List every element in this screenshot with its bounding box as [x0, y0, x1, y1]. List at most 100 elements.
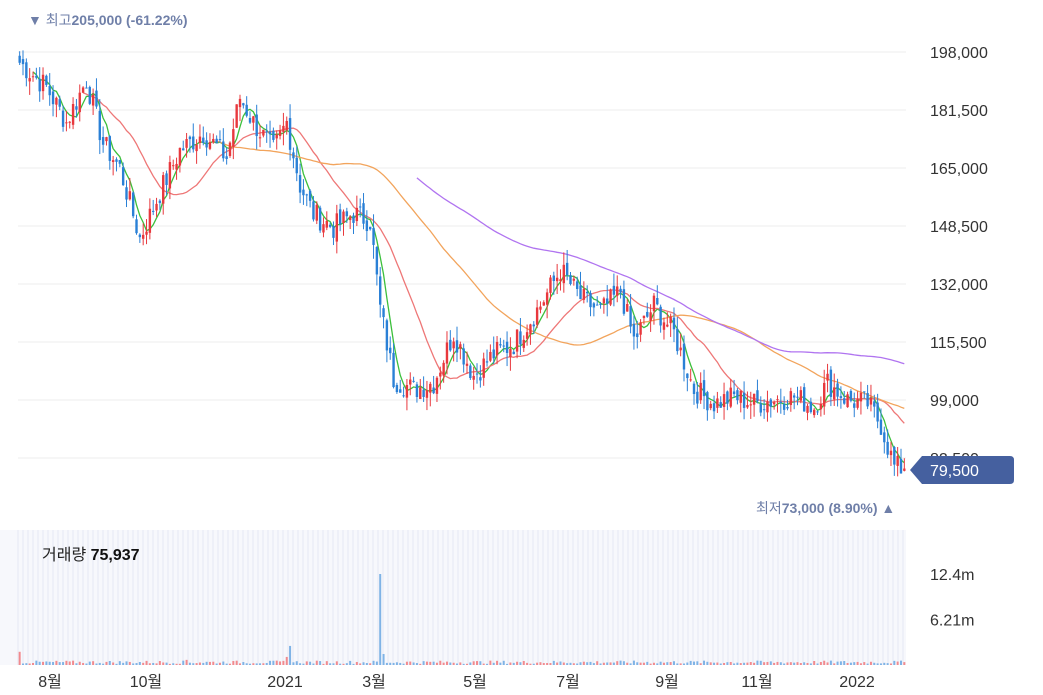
candle-body [896, 455, 899, 466]
volume-bar [816, 663, 819, 665]
volume-bar [442, 662, 445, 665]
candle-body [555, 277, 559, 282]
volume-bar [192, 663, 195, 665]
candle-body [626, 304, 629, 312]
volume-bar [262, 663, 265, 665]
volume-bar [185, 659, 188, 665]
candle-body [756, 390, 759, 402]
volume-bar [753, 662, 756, 665]
volume-bars [18, 574, 906, 665]
candle-body [649, 312, 652, 322]
volume-bar [282, 660, 285, 665]
volume-bar [259, 663, 262, 665]
candle-body [101, 137, 105, 145]
candle-body [162, 175, 165, 204]
candle-body [829, 369, 833, 397]
volume-bar [609, 662, 612, 665]
volume-bar [849, 662, 852, 665]
volume-bar [469, 662, 472, 665]
candle-body [816, 411, 819, 413]
candle-body [338, 209, 342, 225]
volume-bar [232, 660, 235, 665]
candle-body [823, 382, 826, 407]
candle-body [699, 382, 702, 401]
volume-label-text: 거래량 [42, 547, 87, 564]
volume-bar [429, 661, 432, 665]
candle-body [609, 289, 612, 305]
volume-bar [55, 660, 58, 665]
candle-body [652, 295, 656, 312]
candle-body [682, 343, 686, 370]
candle-body [145, 231, 148, 235]
volume-bar [879, 663, 882, 665]
volume-bar [72, 660, 75, 665]
candle-body [41, 74, 45, 92]
volume-bar [148, 663, 151, 665]
candle-body [826, 373, 829, 381]
candle-body [869, 397, 873, 405]
candle-body [242, 103, 245, 106]
volume-bar [806, 662, 809, 665]
candle-body [68, 121, 71, 123]
price-tick-label: 115,500 [930, 335, 987, 352]
volume-bar [372, 660, 375, 665]
volume-bar [162, 662, 165, 665]
candle-body [485, 361, 489, 363]
volume-bar [729, 661, 732, 665]
volume-bar [305, 661, 308, 665]
volume-bar [522, 660, 525, 665]
volume-bar [859, 663, 862, 665]
time-tick-label: 8월 [38, 673, 62, 691]
candle-body [128, 191, 132, 200]
candle-body [472, 375, 475, 380]
volume-bar [379, 574, 382, 665]
price-tick-label: 165,000 [930, 161, 988, 178]
volume-bar [78, 661, 81, 665]
volume-bar [552, 660, 555, 665]
candle-body [335, 213, 339, 242]
time-tick-label: 11월 [741, 673, 772, 691]
volume-bar [309, 661, 312, 665]
volume-bar [829, 660, 832, 665]
volume-axis: 12.4m 6.21m [930, 567, 974, 629]
candle-body [215, 138, 218, 144]
candle-body [292, 152, 295, 159]
candle-body [25, 62, 28, 79]
volume-bar [322, 663, 325, 665]
candle-body [275, 134, 278, 139]
volume-bar [809, 663, 812, 665]
volume-bar [689, 660, 692, 665]
candle-body [362, 203, 365, 224]
volume-bar [629, 663, 632, 665]
volume-bar [135, 663, 138, 665]
volume-bar [42, 661, 45, 665]
time-tick-label: 3월 [362, 673, 386, 691]
volume-bar [713, 662, 716, 665]
volume-bar [52, 662, 55, 665]
candle-body [505, 341, 509, 353]
volume-bar [382, 653, 385, 665]
volume-panel [0, 530, 906, 665]
volume-bar [115, 663, 118, 665]
candle-body [499, 344, 502, 346]
candle-body [565, 262, 569, 276]
volume-bar [205, 661, 208, 665]
volume-bar [652, 662, 655, 665]
candle-body [188, 136, 192, 140]
candle-body [893, 447, 896, 465]
candle-body [152, 210, 155, 212]
volume-bar [796, 662, 799, 665]
volume-bar [719, 663, 722, 665]
volume-bar [509, 662, 512, 665]
candle-body [402, 395, 405, 397]
volume-bar [202, 662, 205, 665]
candle-body [442, 362, 445, 376]
candle-body [709, 403, 712, 409]
candle-body [88, 87, 91, 104]
volume-bar [365, 663, 368, 665]
candle-body [258, 137, 262, 139]
time-tick-label: 7월 [556, 673, 580, 691]
candle-body [305, 194, 308, 196]
volume-bar [873, 662, 876, 665]
volume-bar [666, 662, 669, 665]
